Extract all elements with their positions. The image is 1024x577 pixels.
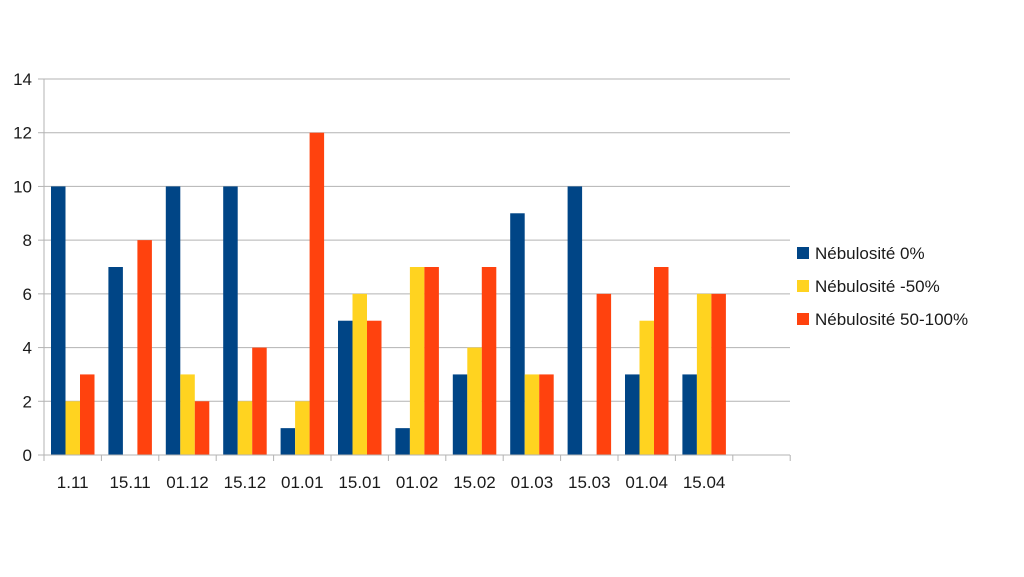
bar-0-8 (510, 213, 525, 455)
legend-swatch (797, 247, 809, 259)
x-tick-label: 01.12 (166, 473, 209, 492)
x-tick-label: 15.01 (338, 473, 381, 492)
bars (51, 132, 726, 455)
bar-1-2 (180, 374, 195, 455)
bar-2-9 (596, 293, 612, 455)
bar-2-2 (194, 401, 210, 455)
bar-2-4 (309, 132, 325, 455)
legend-swatch (797, 280, 809, 292)
x-axis-tick-labels: 1.11 15.11 01.12 15.12 01.01 15.01 01.02 15.02 0… (57, 473, 726, 492)
bar-1-7 (467, 347, 482, 455)
bar-2-3 (252, 347, 267, 455)
bar-2-5 (367, 320, 382, 455)
bar-1-10 (639, 320, 654, 455)
bar-0-1 (108, 267, 123, 455)
bar-2-1 (137, 240, 152, 455)
x-tick-label: 15.03 (568, 473, 611, 492)
y-tick-label: 4 (23, 339, 32, 358)
bar-0-9 (567, 186, 583, 455)
y-tick-label: 10 (13, 177, 32, 196)
bar-1-11 (696, 293, 712, 455)
y-tick-label: 8 (23, 231, 32, 250)
x-tick-label: 01.02 (396, 473, 439, 492)
legend-label: Nébulosité -50% (815, 277, 940, 296)
legend-label: Nébulosité 50-100% (815, 310, 968, 329)
x-tick-label: 15.11 (109, 473, 150, 492)
bar-1-6 (409, 267, 425, 455)
bar-1-8 (524, 374, 540, 455)
bar-0-2 (165, 186, 181, 455)
x-tick-label: 01.01 (281, 473, 324, 492)
bar-1-4 (295, 401, 310, 455)
bar-0-0 (51, 186, 66, 455)
y-axis-tick-labels: 0 2 4 6 8 10 12 14 (13, 70, 32, 465)
bar-2-8 (539, 374, 554, 455)
y-tick-label: 12 (13, 124, 32, 143)
bar-2-7 (481, 267, 497, 455)
bar-2-10 (654, 267, 669, 455)
bar-0-7 (452, 374, 468, 455)
bar-1-3 (237, 401, 253, 455)
x-tick-label: 01.04 (625, 473, 668, 492)
bar-1-0 (65, 401, 80, 455)
bar-0-10 (625, 374, 640, 455)
axes (38, 78, 791, 461)
y-tick-label: 14 (13, 70, 32, 89)
y-tick-label: 0 (23, 446, 32, 465)
bar-0-4 (280, 428, 296, 455)
bar-0-6 (395, 428, 410, 455)
bar-2-11 (711, 293, 726, 455)
x-tick-label: 01.03 (511, 473, 554, 492)
bar-0-5 (338, 320, 353, 455)
legend-swatch (797, 313, 809, 325)
y-tick-label: 2 (23, 392, 32, 411)
x-tick-label: 15.04 (683, 473, 726, 492)
x-tick-label: 15.12 (224, 473, 267, 492)
legend-label: Nébulosité 0% (815, 244, 925, 263)
bar-2-0 (80, 374, 95, 455)
bar-0-11 (682, 374, 697, 455)
x-tick-label: 1.11 (57, 473, 89, 492)
bar-2-6 (424, 267, 439, 455)
legend: Nébulosité 0% Nébulosité -50% Nébulosité 5… (797, 244, 968, 329)
bar-0-3 (223, 186, 238, 455)
bar-1-5 (352, 293, 367, 455)
x-tick-label: 15.02 (453, 473, 496, 492)
y-tick-label: 6 (23, 285, 32, 304)
